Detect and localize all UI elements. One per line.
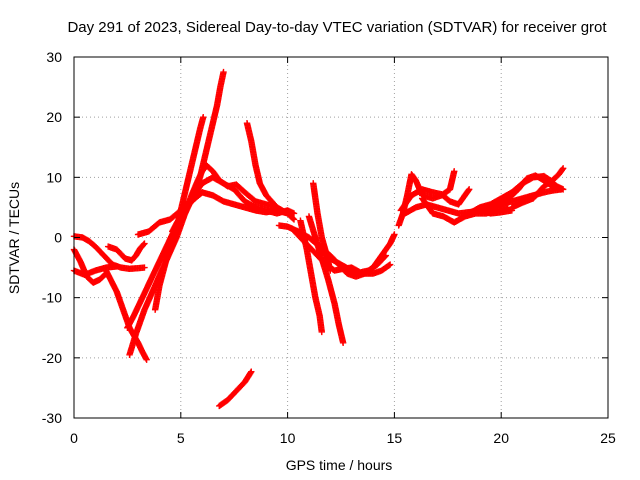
data-point bbox=[248, 368, 255, 375]
data-point bbox=[289, 215, 297, 222]
y-tick-label: 20 bbox=[46, 109, 62, 125]
x-tick-label: 15 bbox=[387, 430, 403, 446]
series-track-22 bbox=[397, 186, 473, 214]
x-tick-label: 10 bbox=[280, 430, 296, 446]
data-point bbox=[198, 189, 206, 196]
y-axis-label: SDTVAR / TECUs bbox=[6, 182, 22, 294]
y-tick-label: 0 bbox=[54, 230, 62, 246]
series-track-28 bbox=[508, 165, 567, 211]
series-track-21 bbox=[395, 168, 458, 229]
series-track-17 bbox=[297, 217, 325, 336]
data-point bbox=[290, 216, 298, 223]
x-tick-label: 20 bbox=[493, 430, 509, 446]
series-track-10 bbox=[169, 113, 207, 235]
y-tick-label: 30 bbox=[46, 49, 62, 65]
data-series bbox=[70, 68, 567, 410]
axis-ticks: 0 5 10 15 20 25 -30 -20 -10 0 10 20 30 bbox=[42, 49, 616, 446]
series-track-1 bbox=[70, 233, 148, 272]
data-point bbox=[220, 68, 227, 76]
data-point bbox=[559, 165, 567, 172]
series-track-14 bbox=[216, 368, 255, 410]
x-tick-label: 25 bbox=[600, 430, 616, 446]
data-point bbox=[382, 252, 390, 259]
data-point bbox=[557, 186, 565, 193]
data-point bbox=[141, 264, 148, 271]
series-track-19 bbox=[305, 213, 347, 346]
data-point bbox=[391, 231, 398, 238]
x-tick-label: 0 bbox=[70, 430, 78, 446]
data-point bbox=[141, 240, 148, 247]
data-point bbox=[318, 328, 325, 336]
chart-title: Day 291 of 2023, Sidereal Day-to-day VTE… bbox=[67, 19, 607, 36]
data-point bbox=[386, 261, 394, 268]
y-tick-label: 10 bbox=[46, 169, 62, 185]
data-point bbox=[465, 186, 473, 193]
series-track-2 bbox=[70, 246, 110, 286]
y-tick-label: -20 bbox=[42, 350, 62, 366]
data-point bbox=[143, 356, 150, 363]
y-tick-label: -30 bbox=[42, 410, 62, 426]
data-point bbox=[339, 339, 347, 346]
x-tick-label: 5 bbox=[177, 430, 185, 446]
data-point bbox=[381, 253, 389, 260]
data-point bbox=[451, 168, 458, 175]
data-point bbox=[559, 166, 566, 173]
gridlines bbox=[74, 57, 608, 418]
series-track-11 bbox=[181, 68, 227, 217]
data-point bbox=[290, 210, 298, 217]
y-tick-label: -10 bbox=[42, 290, 62, 306]
series-track-5 bbox=[104, 240, 148, 264]
data-point bbox=[113, 263, 120, 270]
x-axis-label: GPS time / hours bbox=[286, 457, 393, 473]
series-track-20 bbox=[316, 246, 394, 277]
series-track-3 bbox=[70, 263, 120, 279]
data-point bbox=[200, 113, 207, 121]
series-track-13 bbox=[243, 119, 298, 223]
data-point bbox=[465, 187, 472, 194]
data-point bbox=[140, 241, 147, 248]
